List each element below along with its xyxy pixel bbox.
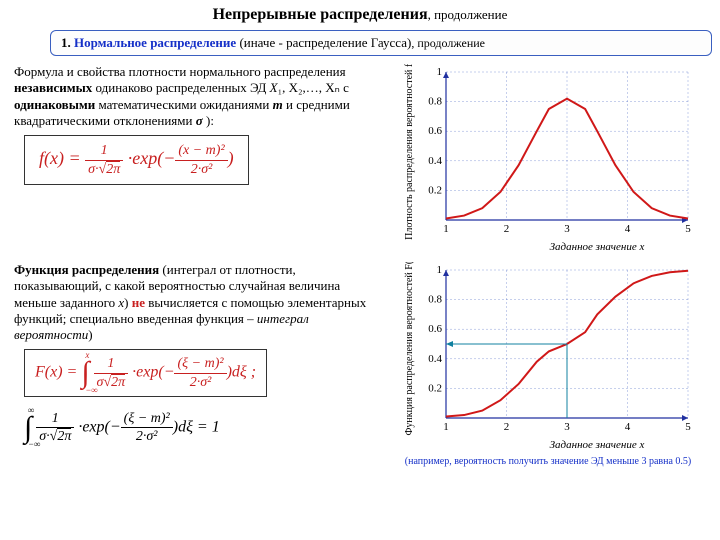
svg-text:Функция распределения вероятно: Функция распределения вероятностей F(x) (404, 262, 415, 436)
svg-text:0.2: 0.2 (428, 184, 442, 196)
svg-text:1: 1 (443, 421, 449, 433)
svg-text:1: 1 (443, 223, 449, 235)
cdf-caption: (например, вероятность получить значение… (388, 456, 708, 467)
pdf-chart: 1 2 3 4 5 0.2 0.4 0.6 0.8 1 Заданное значение x Пло… (398, 64, 698, 254)
svg-text:4: 4 (625, 421, 631, 433)
section-heading: 1. Нормальное распределение (иначе - рас… (50, 30, 712, 56)
density-paragraph: Формула и свойства плотности нормального… (14, 64, 384, 129)
cdf-paragraph: Функция распределения (интеграл от плотн… (14, 262, 384, 343)
svg-text:0.6: 0.6 (428, 323, 442, 335)
svg-text:0.6: 0.6 (428, 125, 442, 137)
svg-text:3: 3 (564, 223, 570, 235)
cdf-chart: 1 2 3 4 5 0.2 0.4 0.6 0.8 1 Заданное значение x Фун… (398, 262, 698, 452)
svg-text:0.8: 0.8 (428, 294, 442, 306)
svg-text:Заданное значение x: Заданное значение x (550, 241, 645, 253)
svg-text:1: 1 (437, 66, 443, 78)
svg-text:Заданное значение x: Заданное значение x (550, 439, 645, 451)
svg-text:5: 5 (685, 421, 691, 433)
cdf-formula: F(x) = ∫x−∞ 1σ√2π ·exp(−(ξ − m)²2·σ²)dξ … (24, 349, 267, 397)
svg-text:1: 1 (437, 264, 443, 276)
svg-text:5: 5 (685, 223, 691, 235)
svg-text:0.2: 0.2 (428, 382, 442, 394)
svg-text:2: 2 (504, 223, 510, 235)
svg-text:0.4: 0.4 (428, 353, 442, 365)
svg-text:0.4: 0.4 (428, 155, 442, 167)
svg-text:2: 2 (504, 421, 510, 433)
svg-text:0.8: 0.8 (428, 96, 442, 108)
svg-text:4: 4 (625, 223, 631, 235)
svg-text:Плотность распределения вероят: Плотность распределения вероятностей f(x… (404, 64, 415, 240)
density-formula: f(x) = 1σ·√2π ·exp(−(x − m)²2·σ²) (24, 135, 249, 185)
svg-text:3: 3 (564, 421, 570, 433)
page-title: Непрерывные распределения, продолжение (0, 0, 720, 28)
norm-formula: ∫∞−∞ 1σ·√2π ·exp(−(ξ − m)²2·σ²)dξ = 1 (14, 405, 230, 447)
